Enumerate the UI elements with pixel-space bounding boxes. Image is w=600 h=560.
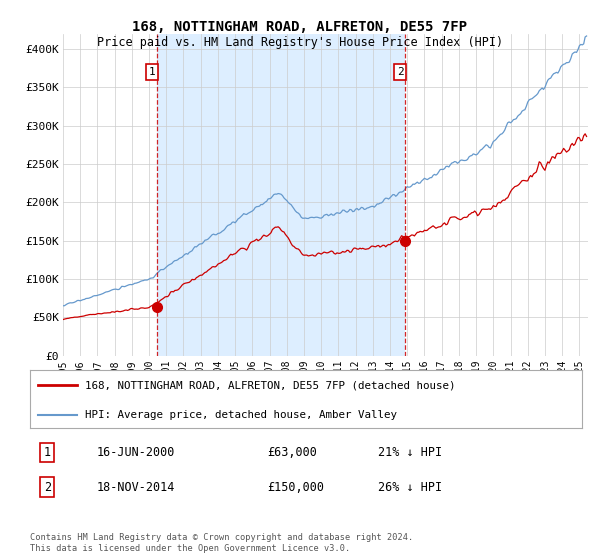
Text: 26% ↓ HPI: 26% ↓ HPI	[378, 480, 442, 494]
Text: 21% ↓ HPI: 21% ↓ HPI	[378, 446, 442, 459]
Text: 168, NOTTINGHAM ROAD, ALFRETON, DE55 7FP (detached house): 168, NOTTINGHAM ROAD, ALFRETON, DE55 7FP…	[85, 380, 456, 390]
Text: Price paid vs. HM Land Registry's House Price Index (HPI): Price paid vs. HM Land Registry's House …	[97, 36, 503, 49]
Text: £63,000: £63,000	[268, 446, 317, 459]
Text: £150,000: £150,000	[268, 480, 325, 494]
Text: 16-JUN-2000: 16-JUN-2000	[96, 446, 175, 459]
Text: 168, NOTTINGHAM ROAD, ALFRETON, DE55 7FP: 168, NOTTINGHAM ROAD, ALFRETON, DE55 7FP	[133, 20, 467, 34]
Text: 2: 2	[397, 67, 403, 77]
Text: Contains HM Land Registry data © Crown copyright and database right 2024.
This d: Contains HM Land Registry data © Crown c…	[30, 533, 413, 553]
Text: 18-NOV-2014: 18-NOV-2014	[96, 480, 175, 494]
Bar	[157, 34, 405, 356]
Text: 1: 1	[44, 446, 51, 459]
Text: 2: 2	[44, 480, 51, 494]
Text: 1: 1	[148, 67, 155, 77]
Text: HPI: Average price, detached house, Amber Valley: HPI: Average price, detached house, Ambe…	[85, 410, 397, 421]
